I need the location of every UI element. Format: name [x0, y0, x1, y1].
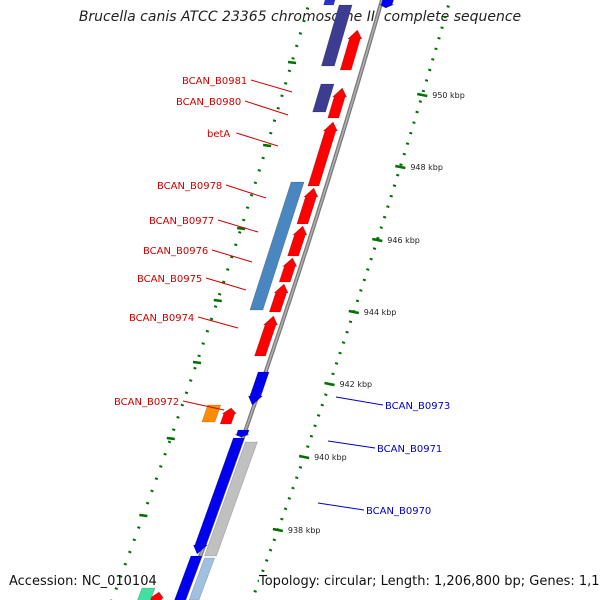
tick-marks: 950 kbp 948 kbp 946 kbp 944 kbp 942 kbp 940 k…: [110, 0, 465, 600]
kbp-tick: [348, 309, 360, 315]
minor-tick: [262, 143, 272, 148]
gene-small-blue: [234, 429, 250, 438]
label-right-bcan_b0973: BCAN_B0973: [385, 401, 450, 412]
minor-tick: [213, 298, 222, 303]
leader-line: [244, 100, 289, 116]
map-title: Brucella canis ATCC 23365 chromosome II,…: [78, 9, 522, 25]
gene-teal-bottom: [137, 587, 156, 600]
gene-bcan-b0978: [296, 187, 319, 225]
gene-bcan-b0972: [219, 407, 237, 425]
minor-tick: [139, 513, 148, 518]
leader-line: [327, 440, 376, 449]
kbp-tick-label: 942 kbp: [340, 380, 373, 389]
feature-labels: BCAN_B0981 BCAN_B0980 betA BCAN_B0978 BCAN_B…: [114, 76, 450, 517]
leader-line: [217, 219, 259, 233]
leader-line: [197, 316, 239, 329]
leader-line: [225, 184, 267, 199]
gene-navy-2: [312, 83, 335, 113]
outer-left-track: [110, 0, 312, 600]
gene-features: [137, 0, 394, 600]
outer-right-track: [250, 0, 452, 600]
leader-line: [335, 396, 384, 406]
kbp-tick-label: 938 kbp: [288, 526, 321, 535]
gene-steel-operon: [249, 181, 305, 311]
gene-bcan-b0977: [287, 225, 308, 257]
summary-text: Topology: circular; Length: 1,206,800 bp…: [259, 574, 600, 589]
gene-bcan-b0970-grey: [203, 441, 258, 557]
label-left-bcan_b0977: BCAN_B0977: [149, 216, 214, 227]
kbp-tick: [298, 454, 310, 460]
gene-beta: [307, 121, 338, 187]
kbp-tick: [395, 164, 406, 170]
label-left-beta: betA: [207, 129, 230, 140]
gene-bcan-b0982: [339, 29, 363, 71]
label-left-bcan_b0978: BCAN_B0978: [157, 181, 222, 192]
leader-line: [317, 502, 365, 511]
gene-pale-bottom: [188, 557, 216, 600]
kbp-tick-label: 946 kbp: [387, 236, 420, 245]
label-left-bcan_b0980: BCAN_B0980: [176, 97, 241, 108]
kbp-tick-label: 940 kbp: [314, 453, 347, 462]
kbp-tick-label: 950 kbp: [432, 91, 465, 100]
leader-line: [211, 249, 253, 263]
kbp-tick: [372, 237, 383, 243]
leader-line: [182, 400, 225, 411]
gene-blue-bottom: [174, 555, 203, 600]
kbp-tick: [417, 92, 428, 98]
label-left-bcan_b0972: BCAN_B0972: [114, 397, 179, 408]
gene-orange: [201, 404, 222, 423]
gene-bcan-b0976: [278, 257, 298, 283]
leader-line: [205, 277, 247, 291]
kbp-tick-label: 948 kbp: [410, 163, 443, 172]
kbp-tick-label: 944 kbp: [364, 308, 397, 317]
label-left-bcan_b0974: BCAN_B0974: [129, 313, 194, 324]
kbp-tick: [324, 381, 335, 387]
label-left-bcan_b0976: BCAN_B0976: [143, 246, 208, 257]
gene-bcan-b0980: [327, 87, 348, 119]
label-left-bcan_b0975: BCAN_B0975: [137, 274, 202, 285]
minor-tick: [287, 60, 297, 65]
kbp-tick: [272, 527, 284, 533]
gene-bcan-b0971: [192, 437, 245, 555]
label-right-bcan_b0970: BCAN_B0970: [366, 506, 431, 517]
gene-bcan-b0973: [247, 371, 270, 406]
minor-tick: [166, 436, 175, 441]
label-left-bcan_b0981: BCAN_B0981: [182, 76, 247, 87]
minor-tick: [192, 360, 202, 365]
gene-blue-top: [378, 0, 394, 9]
accession-text: Accession: NC_010104: [9, 574, 157, 589]
label-right-bcan_b0971: BCAN_B0971: [377, 444, 442, 455]
leader-line: [236, 132, 279, 147]
minor-tick: [236, 226, 246, 231]
gene-top-edge: [323, 0, 336, 6]
gene-bcan-b0975: [268, 283, 289, 313]
gene-navy-top: [321, 4, 353, 67]
leader-line: [250, 79, 293, 93]
gene-bcan-b0974: [254, 315, 278, 357]
